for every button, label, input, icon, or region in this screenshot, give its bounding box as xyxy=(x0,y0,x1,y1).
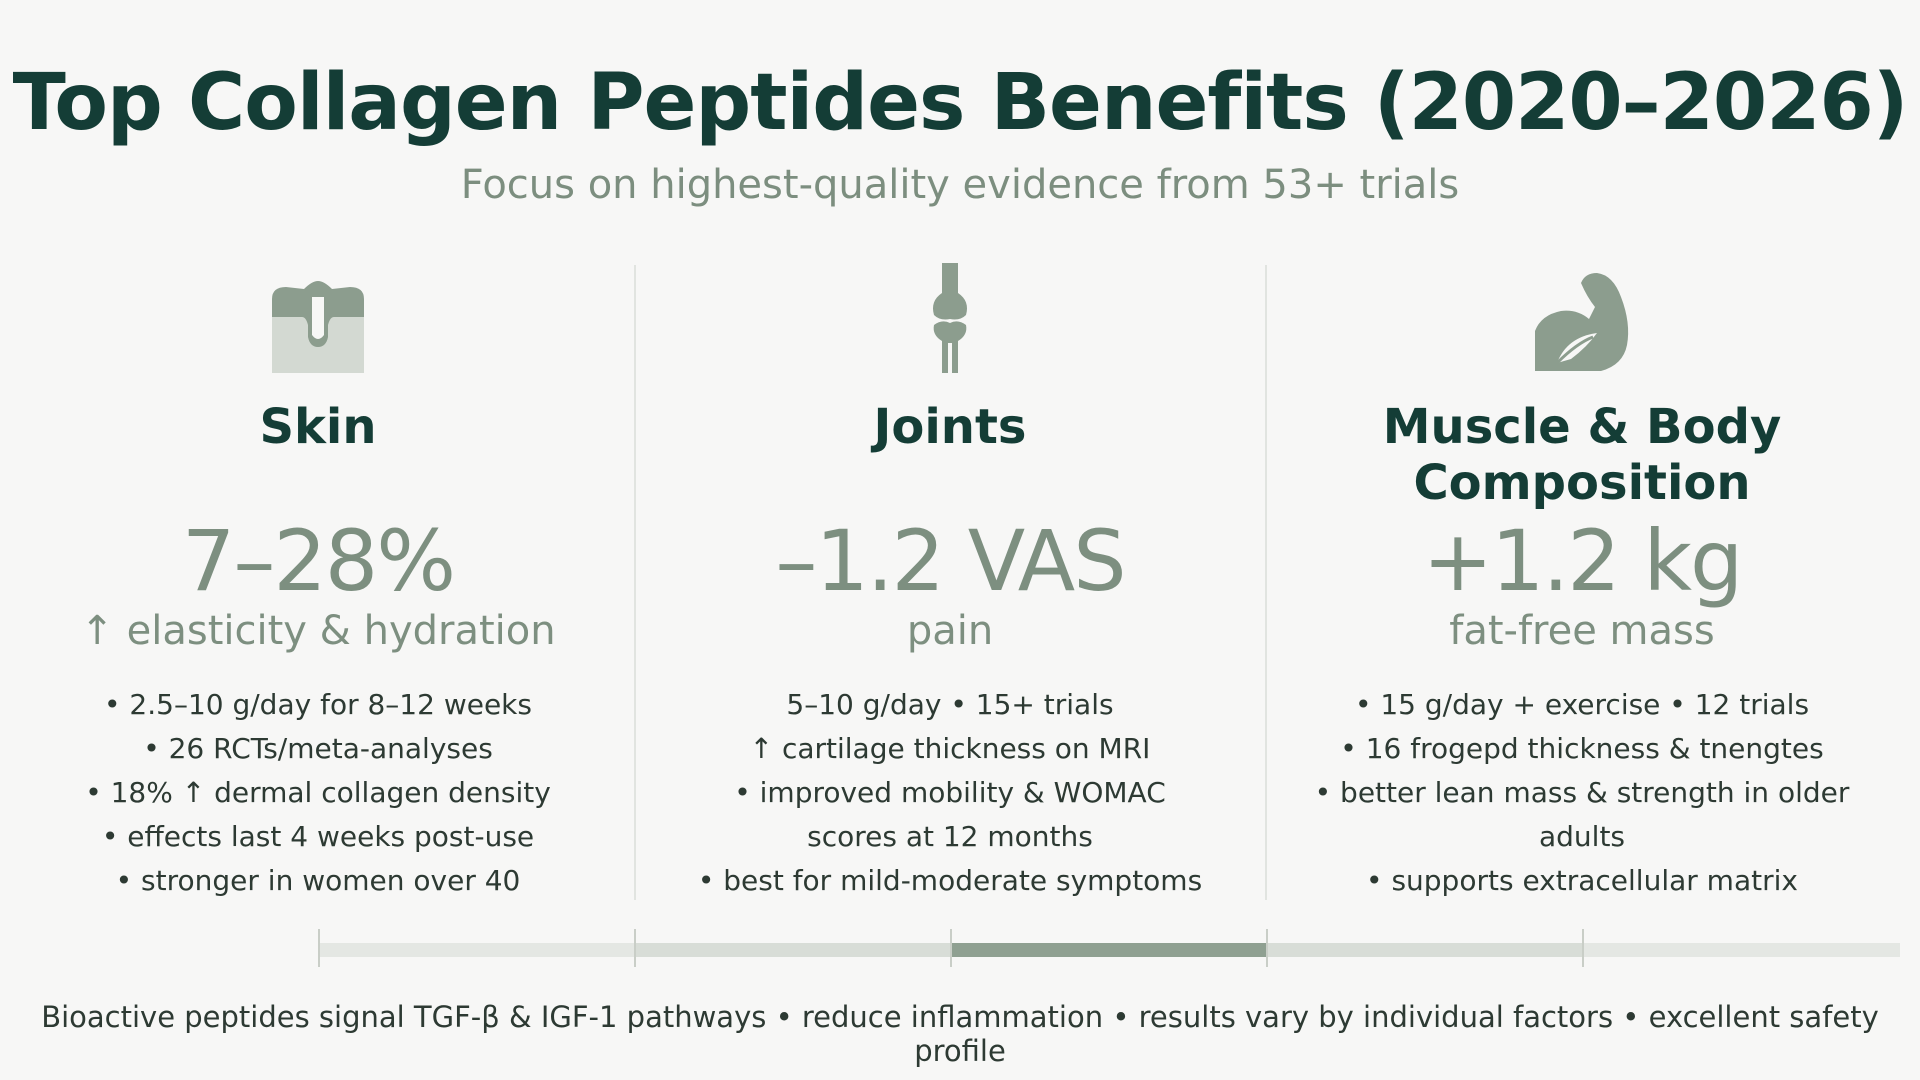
benefit-column-skin: Skin 7–28% ↑ elasticity & hydration • 2.… xyxy=(8,262,628,903)
bullet-item: • better lean mass & strength in older a… xyxy=(1314,776,1850,853)
timeline-tick xyxy=(634,929,636,967)
key-stat-label: ↑ elasticity & hydration xyxy=(80,608,556,654)
heading-line-1: Joints xyxy=(873,399,1027,455)
page-subtitle: Focus on highest-quality evidence from 5… xyxy=(460,162,1460,208)
bullet-item: • 15 g/day + exercise • 12 trials xyxy=(1354,688,1810,721)
key-stat: –1.2 VAS xyxy=(775,512,1126,610)
benefit-column-muscle: Muscle & Body Composition +1.2 kg fat-fr… xyxy=(1272,262,1892,903)
timeline-tick xyxy=(950,929,952,967)
skin-layer-icon xyxy=(8,262,628,377)
timeline-tick xyxy=(1582,929,1584,967)
key-stat: 7–28% xyxy=(181,512,456,610)
column-divider-2 xyxy=(1265,265,1267,900)
bullet-item: ↑ cartilage thickness on MRI xyxy=(749,732,1151,765)
bullet-list: 5–10 g/day • 15+ trials ↑ cartilage thic… xyxy=(640,683,1260,903)
knee-joint-icon xyxy=(640,262,1260,377)
timeline-segment xyxy=(1266,943,1582,957)
timeline-tick xyxy=(1266,929,1268,967)
bullet-list: • 2.5–10 g/day for 8–12 weeks • 26 RCTs/… xyxy=(8,683,628,903)
bullet-item: • 16 frogepd thickness & tnengtes xyxy=(1340,732,1824,765)
bullet-item: • effects last 4 weeks post-use xyxy=(101,820,535,853)
bullet-item: • 2.5–10 g/day for 8–12 weeks xyxy=(104,688,532,721)
key-stat-label: fat-free mass xyxy=(1449,608,1715,654)
bullet-item: • improved mobility & WOMAC xyxy=(734,776,1166,809)
timeline-segment xyxy=(634,943,950,957)
heading-line-1: Muscle & Body xyxy=(1382,399,1782,455)
bullet-item: 5–10 g/day • 15+ trials xyxy=(786,688,1114,721)
key-stat: +1.2 kg xyxy=(1422,512,1744,610)
bullet-item: • supports extracellular matrix xyxy=(1366,864,1798,897)
key-stat-label: pain xyxy=(906,608,994,654)
column-heading: Skin xyxy=(8,399,628,511)
timeline-segment-highlight xyxy=(950,943,1266,957)
bullet-item: • stronger in women over 40 xyxy=(115,864,521,897)
page-title: Top Collagen Peptides Benefits (2020–202… xyxy=(12,58,1909,148)
flexed-arm-icon xyxy=(1272,262,1892,377)
column-heading: Joints xyxy=(640,399,1260,511)
heading-line-1: Skin xyxy=(259,399,377,455)
bullet-item: • 26 RCTs/meta-analyses xyxy=(143,732,493,765)
column-heading: Muscle & Body Composition xyxy=(1272,399,1892,511)
bullet-item: • 18% ↑ dermal collagen density xyxy=(85,776,551,809)
timeline-tick xyxy=(318,929,320,967)
timeline-segment xyxy=(1582,943,1900,957)
bullet-item: • best for mild-moderate symptoms xyxy=(697,864,1203,897)
timeline-segment xyxy=(318,943,634,957)
bullet-item: scores at 12 months xyxy=(807,820,1093,853)
bullet-list: • 15 g/day + exercise • 12 trials • 16 f… xyxy=(1272,683,1892,903)
column-divider-1 xyxy=(634,265,636,900)
heading-line-2: Composition xyxy=(1413,455,1751,511)
timeline-bar xyxy=(318,929,1900,967)
footer-note: Bioactive peptides signal TGF-β & IGF-1 … xyxy=(41,1000,1879,1068)
benefit-column-joints: Joints –1.2 VAS pain 5–10 g/day • 15+ tr… xyxy=(640,262,1260,903)
